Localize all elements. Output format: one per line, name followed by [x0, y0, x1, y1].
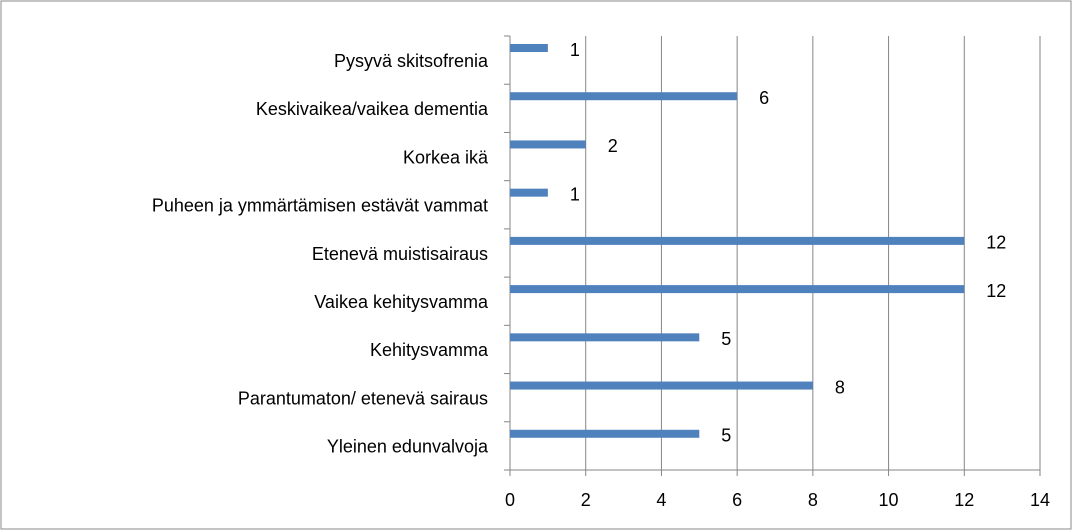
bar [510, 44, 548, 52]
data-label: 8 [835, 377, 845, 397]
bar [510, 140, 586, 149]
y-tick-label: Etenevä muistisairaus [312, 244, 488, 264]
bar [510, 381, 813, 390]
y-tick-label: Yleinen edunvalvoja [327, 437, 489, 457]
bar [510, 429, 700, 438]
bar [510, 188, 548, 197]
x-tick-label: 0 [505, 490, 515, 510]
data-label: 1 [570, 40, 580, 60]
x-tick-label: 4 [656, 490, 666, 510]
data-label: 1 [570, 184, 580, 204]
x-tick-label: 8 [808, 490, 818, 510]
data-label: 5 [721, 329, 731, 349]
y-tick-label: Kehitysvamma [370, 340, 489, 360]
bar [510, 92, 738, 101]
x-tick-label: 10 [879, 490, 899, 510]
y-tick-label: Pysyvä skitsofrenia [334, 51, 489, 71]
y-tick-label: Puheen ja ymmärtämisen estävät vammat [152, 196, 488, 216]
x-tick-label: 14 [1030, 490, 1050, 510]
data-label: 12 [986, 281, 1006, 301]
data-label: 5 [721, 426, 731, 446]
x-tick-label: 12 [954, 490, 974, 510]
bar [510, 333, 700, 342]
x-tick-label: 2 [581, 490, 591, 510]
y-tick-label: Vaikea kehitysvamma [314, 292, 489, 312]
y-tick-label: Korkea ikä [403, 147, 489, 167]
bar [510, 285, 965, 294]
data-label: 12 [986, 233, 1006, 253]
y-tick-label: Parantumaton/ etenevä sairaus [238, 388, 488, 408]
data-label: 2 [608, 136, 618, 156]
x-tick-label: 6 [732, 490, 742, 510]
bar [510, 236, 965, 245]
data-label: 6 [759, 88, 769, 108]
y-tick-label: Keskivaikea/vaikea dementia [256, 99, 489, 119]
